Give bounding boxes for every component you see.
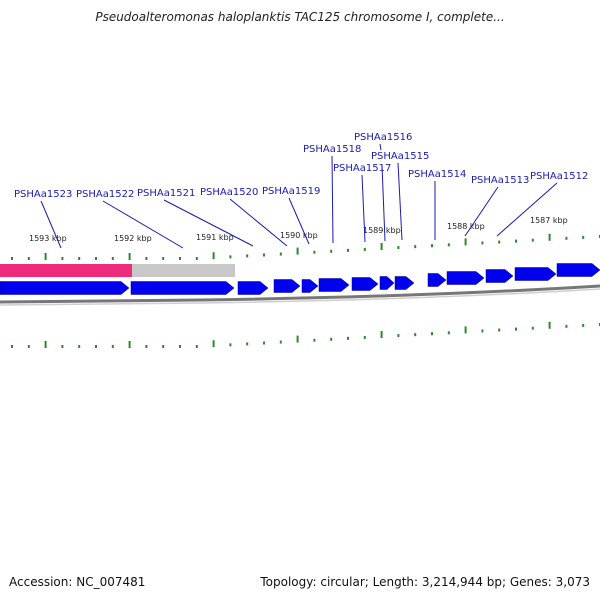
gene-callout-line bbox=[40, 200, 62, 249]
gene-arrow[interactable] bbox=[0, 281, 130, 295]
gene-arrow[interactable] bbox=[485, 269, 514, 283]
gene-arrow[interactable] bbox=[556, 263, 600, 277]
kbp-label: 1587 kbp bbox=[530, 216, 568, 225]
gene-arrow[interactable] bbox=[301, 279, 319, 293]
gene-callout-line bbox=[496, 182, 558, 237]
gene-callout-line bbox=[464, 186, 499, 237]
highlight-region[interactable] bbox=[0, 264, 132, 277]
gene-callout-line bbox=[331, 155, 334, 244]
gene-arrow[interactable] bbox=[130, 281, 235, 295]
kbp-label: 1590 kbp bbox=[280, 231, 318, 240]
kbp-label: 1588 kbp bbox=[447, 222, 485, 231]
gene-label[interactable]: PSHAa1514 bbox=[408, 169, 466, 180]
gene-label[interactable]: PSHAa1523 bbox=[14, 189, 72, 200]
gene-label[interactable]: PSHAa1520 bbox=[200, 187, 258, 198]
gene-callout-line bbox=[288, 197, 310, 245]
gene-label[interactable]: PSHAa1516 bbox=[354, 132, 412, 143]
chromosome-backbone bbox=[0, 284, 600, 304]
gene-arrow[interactable] bbox=[394, 276, 415, 290]
gene-arrow[interactable] bbox=[351, 277, 379, 291]
gene-callout-line bbox=[379, 143, 382, 151]
gene-arrow[interactable] bbox=[379, 276, 395, 290]
chromosome-backbone-shadow bbox=[0, 288, 600, 306]
gene-label[interactable]: PSHAa1512 bbox=[530, 171, 588, 182]
kbp-label: 1591 kbp bbox=[196, 233, 234, 242]
gene-callout-line bbox=[229, 198, 288, 247]
gene-label[interactable]: PSHAa1515 bbox=[371, 151, 429, 162]
gene-arrow[interactable] bbox=[514, 267, 557, 281]
kbp-label: 1592 kbp bbox=[114, 234, 152, 243]
gene-arrow[interactable] bbox=[237, 281, 269, 295]
gene-callout-line bbox=[361, 174, 366, 243]
gene-callout-line bbox=[102, 200, 184, 249]
gene-label[interactable]: PSHAa1519 bbox=[262, 186, 320, 197]
gene-callout-line bbox=[381, 164, 386, 242]
gene-arrow[interactable] bbox=[427, 273, 447, 287]
gene-label[interactable]: PSHAa1517 bbox=[333, 163, 391, 174]
gene-label[interactable]: PSHAa1522 bbox=[76, 189, 134, 200]
gene-callout-line bbox=[163, 199, 254, 247]
gene-label[interactable]: PSHAa1521 bbox=[137, 188, 195, 199]
selection-region[interactable] bbox=[132, 264, 235, 277]
gene-label[interactable]: PSHAa1518 bbox=[303, 144, 361, 155]
kbp-label: 1589 kbp bbox=[363, 226, 401, 235]
gene-arrow[interactable] bbox=[446, 271, 485, 285]
gene-arrow[interactable] bbox=[273, 279, 301, 293]
map-title: Pseudoalteromonas haloplanktis TAC125 ch… bbox=[95, 10, 505, 24]
accession-text: Accession: NC_007481 bbox=[9, 575, 146, 589]
topology-stats-text: Topology: circular; Length: 3,214,944 bp… bbox=[260, 575, 590, 589]
gene-callout-line bbox=[397, 162, 403, 241]
kbp-label: 1593 kbp bbox=[29, 234, 67, 243]
gene-arrow[interactable] bbox=[318, 278, 350, 292]
gene-label[interactable]: PSHAa1513 bbox=[471, 175, 529, 186]
